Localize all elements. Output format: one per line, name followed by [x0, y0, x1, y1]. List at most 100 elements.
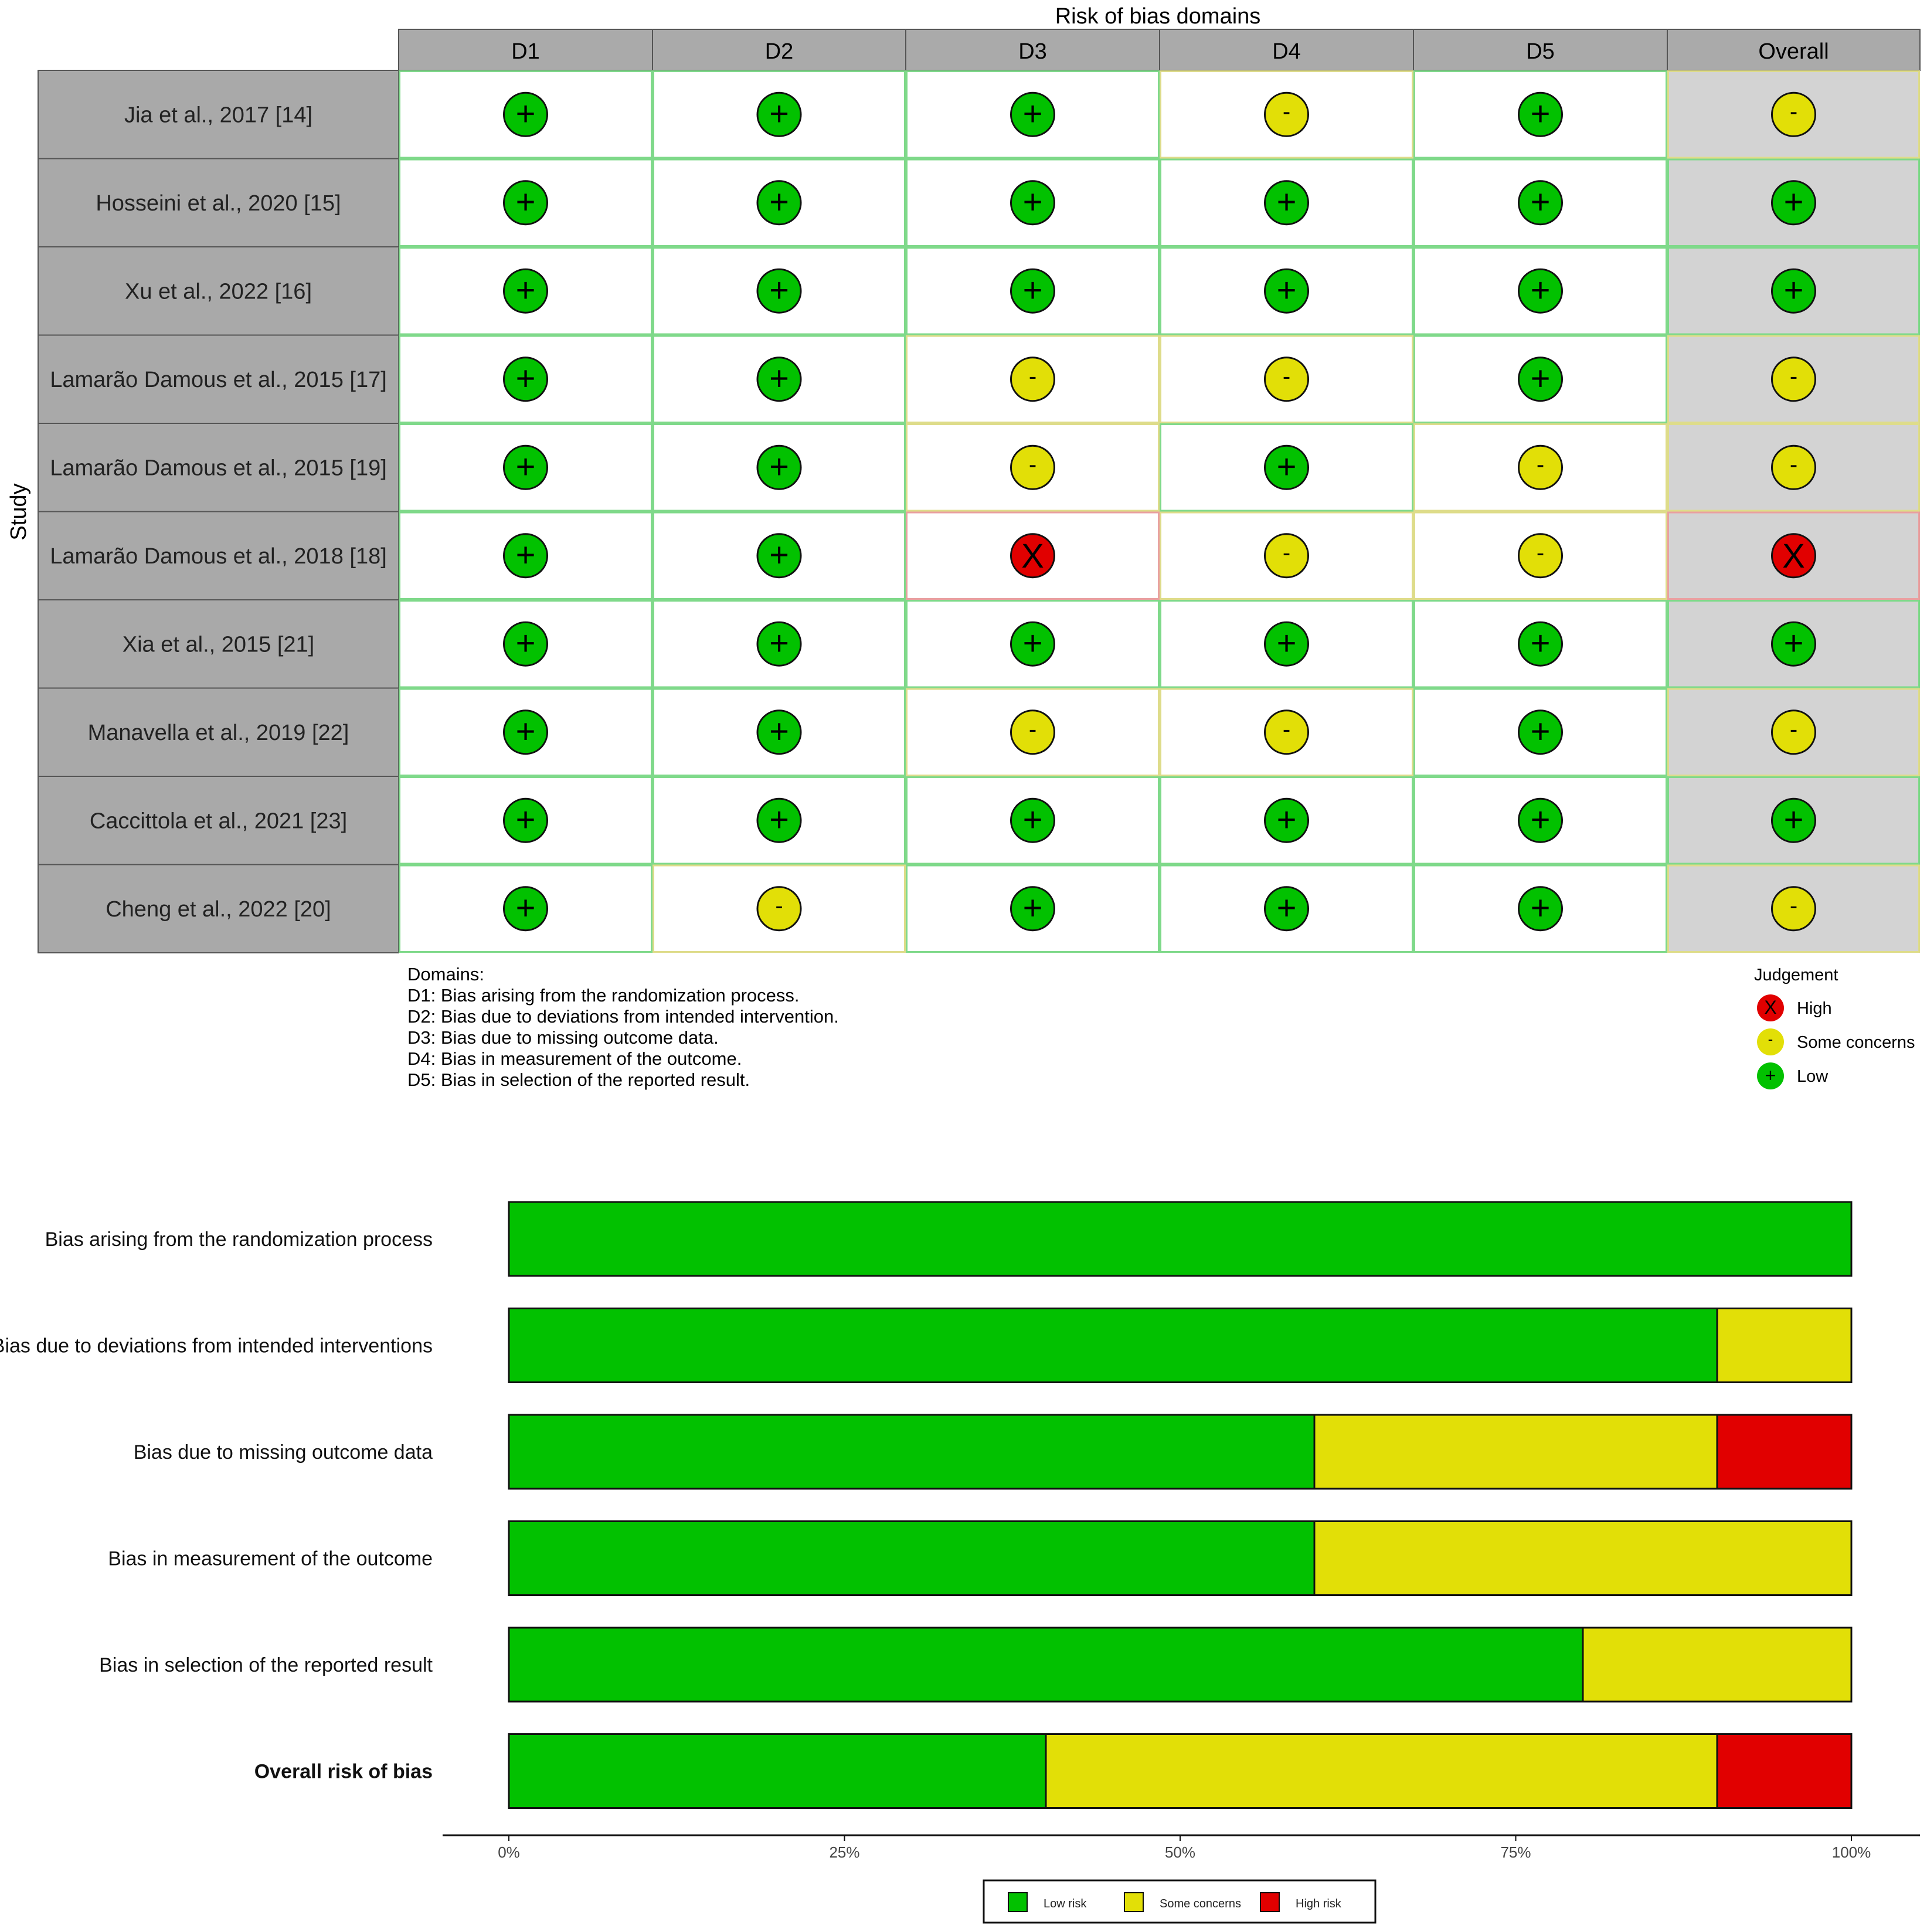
judgement-symbol: + [769, 536, 789, 574]
study-label: Lamarão Damous et al., 2018 [18] [50, 544, 387, 569]
study-cell [38, 246, 399, 336]
domain-note-line: D5: Bias in selection of the reported re… [407, 1069, 750, 1090]
study-cell [38, 687, 399, 777]
bar-category-label: Bias in measurement of the outcome [108, 1548, 433, 1570]
judgement-symbol: + [1784, 624, 1804, 662]
judgement-dot [756, 709, 802, 755]
judgement-legend: Judgement X High - Some concerns + Low [1754, 966, 1915, 1089]
judgement-dot [1010, 444, 1055, 490]
bar-category-label: Bias arising from the randomization proc… [45, 1228, 433, 1251]
domain-notes-heading: Domains: [407, 964, 484, 984]
x-tick-label: 75% [1500, 1843, 1531, 1861]
judgement-symbol: + [1531, 712, 1551, 751]
judgement-dot [756, 180, 802, 226]
judgement-dot [1010, 91, 1055, 137]
judgement-dot [503, 709, 548, 755]
judgement-dot [756, 268, 802, 314]
bar-segment-some-concerns [1313, 1520, 1853, 1596]
bar-segment-low-risk [508, 1201, 1853, 1277]
study-label: Xia et al., 2015 [21] [123, 632, 314, 657]
judgement-symbol: - [1790, 99, 1797, 124]
judgement-dot [756, 91, 802, 137]
judgement-symbol: + [769, 624, 789, 662]
study-label: Lamarão Damous et al., 2015 [17] [50, 368, 387, 392]
judgement-dot [1771, 444, 1816, 490]
bar-segment-low-risk [508, 1627, 1584, 1703]
bar-category-label: Bias in selection of the reported result [99, 1654, 433, 1676]
domain-header-label: Overall [1758, 39, 1829, 64]
judgement-dot [1010, 356, 1055, 402]
judgement-dot [1518, 180, 1563, 226]
judgement-symbol: + [769, 94, 789, 133]
bar-segment-low-risk [508, 1308, 1718, 1383]
legend-label: Some concerns [1797, 1033, 1915, 1052]
bar-legend-swatch [1124, 1892, 1144, 1912]
judgement-symbol: + [516, 183, 536, 221]
judgement-dot [1264, 268, 1309, 314]
judgement-symbol: + [1277, 624, 1297, 662]
x-axis: 0% 25% 50% 75% 100% [443, 1834, 1920, 1861]
judgement-symbol: + [1277, 800, 1297, 838]
judgement-symbol: X [1021, 537, 1044, 575]
study-axis-label: Study [6, 483, 31, 540]
judgement-dot [1771, 886, 1816, 932]
judgement-dot [503, 621, 548, 667]
judgement-symbol: + [1023, 800, 1043, 838]
domain-header-label: D3 [1018, 39, 1047, 64]
judgement-dot [1264, 886, 1309, 932]
bar-category-labels: Bias arising from the randomization proc… [0, 1228, 433, 1783]
judgement-symbol: + [516, 536, 536, 574]
judgement-cell [1413, 511, 1667, 600]
domain-note-line: D3: Bias due to missing outcome data. [407, 1027, 719, 1048]
judgement-dot [1010, 886, 1055, 932]
bar-legend-box [983, 1879, 1377, 1924]
bar-segment-low-risk [508, 1733, 1047, 1809]
legend-dot [1757, 994, 1784, 1021]
judgement-dot [1264, 356, 1309, 402]
judgement-dot [503, 444, 548, 490]
judgement-dot [1264, 533, 1309, 579]
bar-legend-swatch [1260, 1892, 1280, 1912]
bar-legend: Low risk Some concerns High risk [983, 1879, 1377, 1924]
judgement-dot [1518, 797, 1563, 843]
judgement-symbol: + [1023, 889, 1043, 927]
domain-header-label: D2 [765, 39, 794, 64]
judgement-symbol: + [1023, 94, 1043, 133]
study-cell [38, 423, 399, 512]
judgement-symbol: + [769, 712, 789, 751]
judgement-dot [1771, 356, 1816, 402]
judgement-symbol: - [1283, 717, 1290, 742]
judgement-dot [503, 533, 548, 579]
judgement-dot [503, 268, 548, 314]
judgement-symbol: + [516, 94, 536, 133]
bar-category-label: Overall risk of bias [254, 1761, 433, 1783]
study-label: Jia et al., 2017 [14] [124, 103, 312, 127]
judgement-dot [503, 91, 548, 137]
judgement-dot [1010, 797, 1055, 843]
bar-segment-high-risk [1716, 1733, 1853, 1809]
judgement-dot [1518, 621, 1563, 667]
legend-symbol: + [1765, 1065, 1776, 1086]
judgement-symbol: + [516, 624, 536, 662]
judgement-symbol: + [1023, 624, 1043, 662]
judgement-symbol: - [1790, 364, 1797, 389]
judgement-symbol: - [1790, 893, 1797, 919]
judgement-symbol: + [769, 800, 789, 838]
judgement-dot [1771, 797, 1816, 843]
judgement-dot [756, 886, 802, 932]
judgement-symbol: - [1790, 717, 1797, 742]
bar-segment-some-concerns [1313, 1414, 1718, 1490]
judgement-symbol: + [1784, 183, 1804, 221]
legend-dot [1757, 1062, 1784, 1089]
judgement-symbol: - [1537, 451, 1544, 477]
judgement-symbol: + [516, 712, 536, 751]
judgement-symbol: + [769, 271, 789, 309]
judgement-dot [756, 356, 802, 402]
domain-note-line: D1: Bias arising from the randomization … [407, 985, 800, 1006]
judgement-symbol: X [1782, 537, 1805, 575]
x-tick-label: 100% [1832, 1843, 1871, 1861]
judgement-dot [756, 621, 802, 667]
judgement-symbol: - [1283, 540, 1290, 566]
judgement-symbol: + [1531, 800, 1551, 838]
